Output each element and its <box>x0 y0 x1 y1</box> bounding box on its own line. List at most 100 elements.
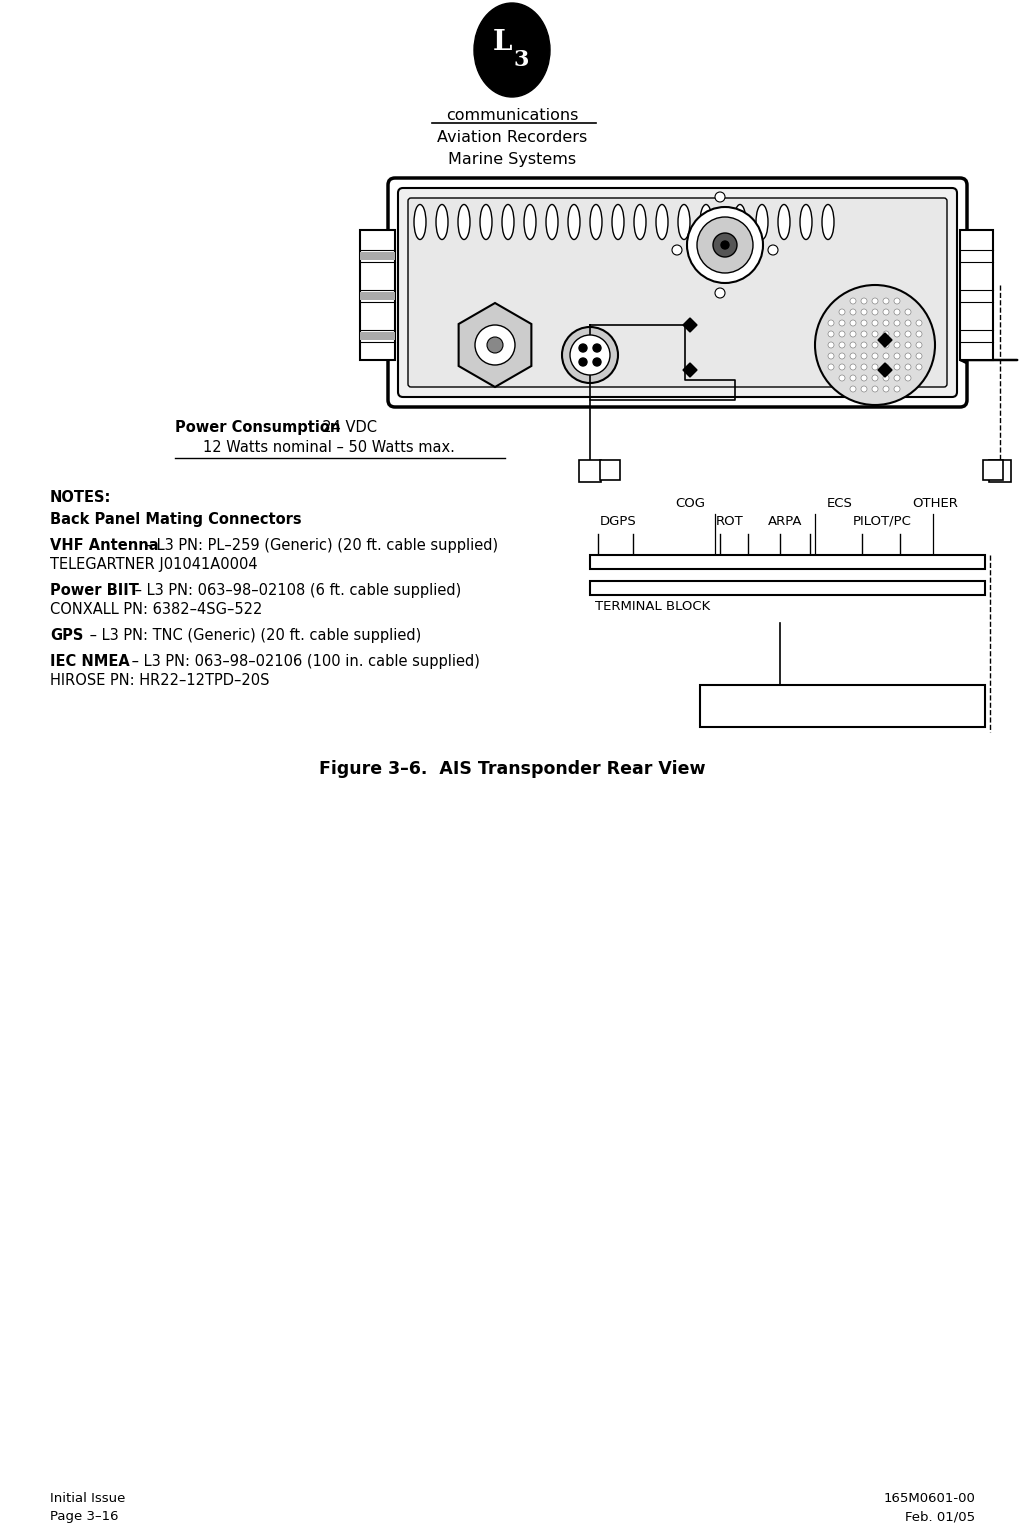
Circle shape <box>839 353 845 359</box>
Bar <box>600 460 620 479</box>
Ellipse shape <box>502 205 514 240</box>
Text: Page 3–16: Page 3–16 <box>50 1510 119 1522</box>
Text: – L3 PN: TNC (Generic) (20 ft. cable supplied): – L3 PN: TNC (Generic) (20 ft. cable sup… <box>85 628 421 643</box>
Circle shape <box>562 327 618 383</box>
Ellipse shape <box>458 205 470 240</box>
Circle shape <box>894 363 900 370</box>
Text: PILOT/PC: PILOT/PC <box>853 515 911 528</box>
Text: TELEGARTNER J01041A0004: TELEGARTNER J01041A0004 <box>50 557 257 573</box>
Ellipse shape <box>700 205 712 240</box>
Text: ARPA: ARPA <box>768 515 803 528</box>
Circle shape <box>828 342 834 348</box>
Ellipse shape <box>822 205 834 240</box>
Circle shape <box>715 289 725 298</box>
Circle shape <box>883 386 889 392</box>
Ellipse shape <box>568 205 580 240</box>
Circle shape <box>713 234 737 257</box>
Text: ROT: ROT <box>716 515 744 528</box>
Circle shape <box>861 298 867 304</box>
Ellipse shape <box>678 205 690 240</box>
Text: COG: COG <box>675 496 705 510</box>
Text: GPS: GPS <box>50 628 83 643</box>
Circle shape <box>850 353 856 359</box>
Circle shape <box>721 241 729 249</box>
Circle shape <box>850 342 856 348</box>
FancyBboxPatch shape <box>388 179 967 408</box>
Text: communications: communications <box>446 108 578 124</box>
Bar <box>360 252 395 260</box>
Circle shape <box>839 342 845 348</box>
Polygon shape <box>458 302 531 386</box>
Circle shape <box>839 331 845 337</box>
Bar <box>590 580 985 596</box>
Text: L: L <box>492 29 511 55</box>
Circle shape <box>570 334 610 376</box>
Ellipse shape <box>656 205 668 240</box>
Circle shape <box>850 331 856 337</box>
Circle shape <box>883 363 889 370</box>
Bar <box>960 231 993 360</box>
Circle shape <box>916 363 922 370</box>
Ellipse shape <box>414 205 426 240</box>
Text: Initial Issue: Initial Issue <box>50 1492 125 1506</box>
Circle shape <box>579 357 587 366</box>
Polygon shape <box>878 333 892 347</box>
Ellipse shape <box>800 205 812 240</box>
Bar <box>700 686 985 727</box>
Circle shape <box>839 363 845 370</box>
Circle shape <box>850 386 856 392</box>
Ellipse shape <box>778 205 790 240</box>
Circle shape <box>839 308 845 315</box>
Circle shape <box>916 331 922 337</box>
Circle shape <box>872 308 878 315</box>
Circle shape <box>861 321 867 325</box>
FancyBboxPatch shape <box>398 188 957 397</box>
Ellipse shape <box>480 205 492 240</box>
Ellipse shape <box>524 205 536 240</box>
FancyBboxPatch shape <box>408 199 947 386</box>
Circle shape <box>905 331 911 337</box>
Ellipse shape <box>474 3 550 98</box>
Circle shape <box>872 363 878 370</box>
Circle shape <box>828 331 834 337</box>
Circle shape <box>894 321 900 325</box>
Bar <box>360 331 395 341</box>
Text: 12 Watts nominal – 50 Watts max.: 12 Watts nominal – 50 Watts max. <box>203 440 455 455</box>
Circle shape <box>593 357 601 366</box>
Circle shape <box>475 325 515 365</box>
Ellipse shape <box>436 205 448 240</box>
Circle shape <box>894 342 900 348</box>
Ellipse shape <box>734 205 746 240</box>
Text: Back Panel Mating Connectors: Back Panel Mating Connectors <box>50 512 301 527</box>
Circle shape <box>872 342 878 348</box>
Bar <box>579 460 601 483</box>
Polygon shape <box>683 363 697 377</box>
Text: – L3 PN: 063–98–02106 (100 in. cable supplied): – L3 PN: 063–98–02106 (100 in. cable sup… <box>127 654 480 669</box>
Circle shape <box>872 331 878 337</box>
Circle shape <box>916 342 922 348</box>
Circle shape <box>487 337 503 353</box>
Circle shape <box>883 308 889 315</box>
Text: Feb. 01/05: Feb. 01/05 <box>905 1510 975 1522</box>
Bar <box>360 292 395 299</box>
Circle shape <box>894 308 900 315</box>
Text: Figure 3–6.  AIS Transponder Rear View: Figure 3–6. AIS Transponder Rear View <box>319 760 705 777</box>
Circle shape <box>715 192 725 202</box>
Circle shape <box>579 344 587 353</box>
Text: 165M0601-00: 165M0601-00 <box>884 1492 975 1506</box>
Text: CONXALL PN: 6382–4SG–522: CONXALL PN: 6382–4SG–522 <box>50 602 262 617</box>
Text: :  24 VDC: : 24 VDC <box>308 420 377 435</box>
Circle shape <box>894 376 900 382</box>
Ellipse shape <box>756 205 768 240</box>
Circle shape <box>861 342 867 348</box>
Circle shape <box>850 321 856 325</box>
Circle shape <box>905 376 911 382</box>
Circle shape <box>905 308 911 315</box>
Text: DGPS: DGPS <box>600 515 637 528</box>
Circle shape <box>828 353 834 359</box>
Text: 3: 3 <box>514 49 529 70</box>
Text: VHF Antenna: VHF Antenna <box>50 538 159 553</box>
Ellipse shape <box>546 205 558 240</box>
Bar <box>590 554 985 570</box>
Circle shape <box>905 353 911 359</box>
